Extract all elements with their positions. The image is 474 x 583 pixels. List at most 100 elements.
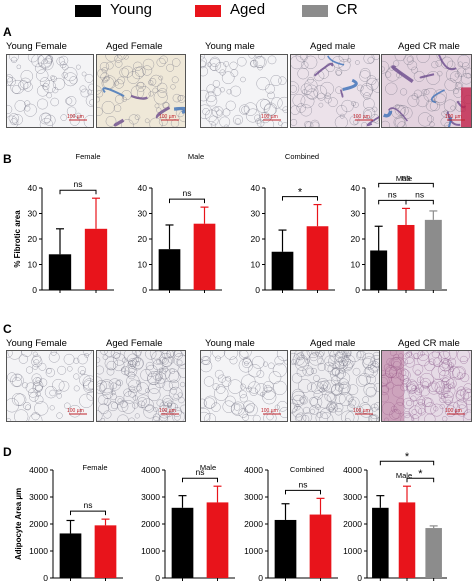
tissue-cell <box>49 405 55 411</box>
tissue-cell <box>363 366 374 378</box>
chart-d-2: Male 0 1000 2000 3000 4000 ns <box>141 463 235 583</box>
histology-image-c-2: 100 µm <box>96 350 186 422</box>
tissue-cell <box>418 385 430 397</box>
tissue-cell <box>143 405 157 419</box>
tissue-cell <box>441 390 454 404</box>
tissue-cell <box>417 353 430 367</box>
tissue-cell <box>154 103 160 109</box>
tissue-cell <box>201 408 211 421</box>
tissue-cell <box>215 384 226 394</box>
tissue-cell <box>225 100 236 111</box>
tissue-cell <box>270 74 282 87</box>
histology-image-a-2: 100 µm <box>96 54 186 128</box>
tissue-cell <box>24 100 31 107</box>
tissue-cell <box>295 413 303 421</box>
fibrosis-streak <box>339 89 344 98</box>
bar-aged <box>306 226 329 290</box>
tissue-cell <box>291 402 298 414</box>
tissue-cell <box>234 118 241 125</box>
tissue-cell <box>347 396 360 409</box>
tissue-cell <box>56 56 65 66</box>
tissue-cell <box>317 351 324 358</box>
y-tick-label: 1000 <box>29 546 48 556</box>
tissue-cell <box>157 88 168 98</box>
bar-aged <box>398 502 416 578</box>
tissue-cell <box>382 392 389 403</box>
tissue-cell <box>97 85 102 95</box>
bar-young <box>59 533 82 578</box>
tissue-cell <box>310 121 320 127</box>
tissue-cell <box>126 374 140 388</box>
significance-label: ns <box>299 479 308 489</box>
tissue-cell <box>371 106 378 113</box>
tissue-cell <box>34 62 47 74</box>
tissue-cell <box>148 80 154 86</box>
significance-label: ns <box>402 172 411 182</box>
tissue-cell <box>265 83 275 94</box>
tissue-cell <box>360 83 374 96</box>
bar-aged <box>206 502 229 578</box>
tissue-texture: 100 µm <box>7 55 93 127</box>
tissue-cell <box>106 367 115 376</box>
image-label-a-aged-cr-male: Aged CR male <box>398 41 460 52</box>
tissue-cell <box>414 369 421 376</box>
y-tick-label: 4000 <box>29 465 48 475</box>
fibrosis-streak <box>327 55 345 66</box>
tissue-cell <box>150 74 163 87</box>
y-tick-label: 30 <box>351 209 361 219</box>
tissue-cell <box>100 417 106 421</box>
tissue-cell <box>37 98 48 110</box>
y-tick-label: 3000 <box>141 492 160 502</box>
tissue-cell <box>421 397 432 408</box>
tissue-cell <box>77 366 87 375</box>
fibrosis-streak <box>391 65 414 83</box>
tissue-cell <box>346 58 352 63</box>
tissue-cell <box>443 99 457 113</box>
y-tick-label: 4000 <box>244 465 263 475</box>
tissue-cell <box>256 76 270 91</box>
tissue-cell <box>7 75 13 87</box>
significance-label: * <box>405 451 410 463</box>
tissue-cell <box>11 114 23 126</box>
tissue-texture: 100 µm <box>97 351 185 421</box>
tissue-cell <box>11 392 25 406</box>
y-tick-label: 10 <box>138 260 148 270</box>
tissue-cell <box>73 385 80 392</box>
tissue-cell <box>12 85 21 94</box>
tissue-cell <box>385 82 398 95</box>
panel-letter-b: B <box>3 152 12 166</box>
tissue-cell <box>450 105 456 111</box>
scale-bar-label: 100 µm <box>67 408 84 414</box>
legend-label-aged: Aged <box>230 1 266 18</box>
significance-bracket <box>59 189 97 195</box>
tissue-cell <box>134 360 141 367</box>
bar-young <box>171 507 194 578</box>
tissue-cell <box>462 67 471 79</box>
tissue-cell <box>202 107 210 116</box>
tissue-cell <box>248 381 261 394</box>
tissue-cell <box>10 79 25 95</box>
tissue-cell <box>334 115 348 127</box>
histology-image-c-3: 100 µm <box>200 350 288 422</box>
y-tick-label: 2000 <box>343 519 362 529</box>
tissue-cell <box>384 417 389 421</box>
tissue-cell <box>49 389 56 397</box>
tissue-cell <box>417 112 433 127</box>
tissue-cell <box>296 352 305 361</box>
tissue-cell <box>128 417 136 421</box>
tissue-cell <box>132 402 139 409</box>
legend-swatch-aged <box>195 5 221 17</box>
fibrosis-streak <box>430 89 445 104</box>
tissue-cell <box>31 373 42 384</box>
y-tick-label: 30 <box>28 209 38 219</box>
tissue-cell <box>300 396 307 404</box>
tissue-cell <box>334 407 343 416</box>
tissue-cell <box>41 57 54 71</box>
tissue-cell <box>439 404 445 410</box>
tissue-cell <box>162 380 173 392</box>
tissue-cell <box>61 63 69 71</box>
tissue-cell <box>449 71 463 84</box>
tissue-cell <box>34 395 44 405</box>
tissue-cell <box>223 124 229 127</box>
tissue-cell <box>300 351 311 360</box>
